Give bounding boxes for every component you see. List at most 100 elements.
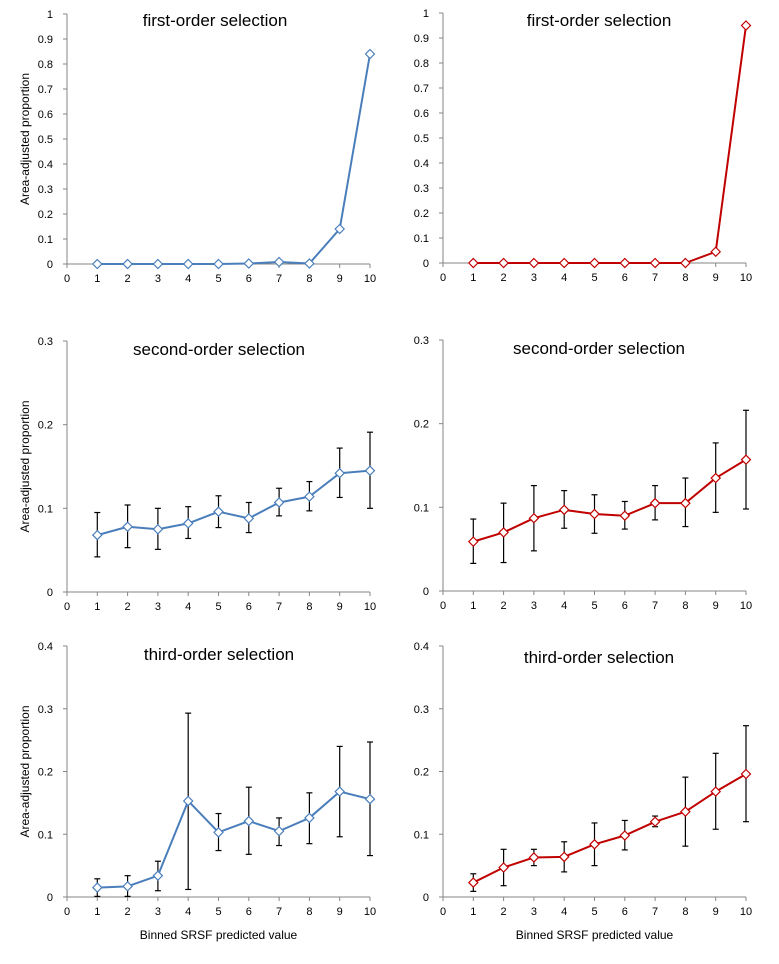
y-axis-title: Area-adjusted proportion xyxy=(18,400,32,532)
y-tick-label: 0.4 xyxy=(38,641,53,653)
chart-title: first-order selection xyxy=(527,11,672,30)
x-tick-label: 0 xyxy=(64,601,70,613)
y-tick-label: 0.5 xyxy=(38,134,53,146)
data-point-marker xyxy=(91,258,103,270)
data-point-marker xyxy=(304,812,315,824)
data-point-marker xyxy=(498,527,509,538)
y-tick-label: 0 xyxy=(47,259,53,271)
data-point-marker xyxy=(273,497,285,508)
data-point-marker xyxy=(649,816,661,828)
x-tick-label: 3 xyxy=(531,272,537,284)
y-tick-label: 0.1 xyxy=(38,829,53,841)
data-point-marker xyxy=(273,825,285,837)
x-tick-label: 4 xyxy=(185,906,191,918)
x-tick-label: 6 xyxy=(246,906,252,918)
y-tick-label: 0.3 xyxy=(38,184,53,196)
data-point-marker xyxy=(182,518,194,529)
data-point-marker xyxy=(740,20,752,31)
x-tick-label: 9 xyxy=(713,272,719,284)
x-tick-label: 8 xyxy=(306,601,312,613)
x-tick-label: 6 xyxy=(622,272,628,284)
y-tick-label: 0.8 xyxy=(38,59,53,71)
data-point-marker xyxy=(243,258,255,269)
data-point-marker xyxy=(91,529,103,541)
data-point-marker xyxy=(152,258,164,270)
x-tick-label: 5 xyxy=(591,600,597,612)
x-tick-label: 1 xyxy=(470,906,476,918)
y-tick-label: 0.3 xyxy=(414,335,429,347)
y-tick-label: 0.9 xyxy=(414,33,429,45)
data-point-marker xyxy=(740,768,752,780)
x-tick-label: 4 xyxy=(561,600,567,612)
x-tick-label: 3 xyxy=(155,601,161,613)
data-point-marker xyxy=(528,852,540,863)
x-tick-label: 1 xyxy=(470,272,476,284)
data-point-marker xyxy=(649,497,661,509)
data-point-marker xyxy=(528,512,540,524)
y-tick-label: 0.7 xyxy=(38,84,53,96)
y-tick-label: 0.1 xyxy=(414,829,429,841)
x-tick-label: 9 xyxy=(337,906,343,918)
series-line xyxy=(472,773,747,884)
y-tick-label: 0.1 xyxy=(38,503,53,515)
y-tick-label: 0.3 xyxy=(38,336,53,348)
y-tick-label: 0.7 xyxy=(414,83,429,95)
data-point-marker xyxy=(304,491,315,502)
data-point-marker xyxy=(334,223,346,235)
chart-title: second-order selection xyxy=(513,339,685,358)
data-point-marker xyxy=(680,497,691,509)
x-tick-label: 1 xyxy=(470,600,476,612)
data-point-marker xyxy=(710,786,722,797)
x-tick-label: 10 xyxy=(364,273,376,285)
y-tick-label: 0.1 xyxy=(414,233,429,245)
data-point-marker xyxy=(152,523,164,535)
x-tick-label: 5 xyxy=(215,601,221,613)
y-tick-label: 0.4 xyxy=(414,641,429,653)
data-point-marker xyxy=(558,257,570,269)
x-tick-label: 8 xyxy=(682,600,688,612)
x-tick-label: 3 xyxy=(155,273,161,285)
chart-title: second-order selection xyxy=(133,340,305,359)
data-point-marker xyxy=(152,870,164,882)
x-tick-label: 6 xyxy=(622,906,628,918)
chart-panel-third-order-red: 0 0.1 0.2 0.3 0.4 0 1 2 3 4 5 6 7 8 9 10 third-order sel… xyxy=(414,641,752,942)
x-tick-label: 7 xyxy=(652,906,658,918)
x-tick-label: 9 xyxy=(337,273,343,285)
x-tick-label: 9 xyxy=(713,600,719,612)
x-tick-label: 8 xyxy=(306,273,312,285)
y-tick-label: 0 xyxy=(47,892,53,904)
y-tick-label: 0.5 xyxy=(414,133,429,145)
y-axis-title: Area-adjusted proportion xyxy=(18,73,32,205)
data-point-marker xyxy=(558,851,570,863)
data-point-marker xyxy=(334,467,346,479)
data-point-marker xyxy=(182,258,194,270)
x-tick-label: 7 xyxy=(652,272,658,284)
data-point-marker xyxy=(680,806,691,818)
data-point-marker xyxy=(213,827,224,838)
x-tick-label: 10 xyxy=(364,906,376,918)
y-axis-title: Area-adjusted proportion xyxy=(18,705,32,837)
data-point-marker xyxy=(498,862,509,873)
y-tick-label: 0.3 xyxy=(414,704,429,716)
y-tick-label: 0.2 xyxy=(38,767,53,779)
data-point-marker xyxy=(213,506,224,518)
y-tick-label: 0.9 xyxy=(38,34,53,46)
x-axis-title: Binned SRSF predicted value xyxy=(516,928,674,942)
data-point-marker xyxy=(122,521,133,533)
y-tick-label: 0.1 xyxy=(414,502,429,514)
data-point-marker xyxy=(589,257,600,269)
x-tick-label: 1 xyxy=(94,906,100,918)
data-point-marker xyxy=(619,257,631,269)
data-point-marker xyxy=(467,257,479,269)
x-tick-label: 5 xyxy=(215,273,221,285)
chart-title: third-order selection xyxy=(144,645,294,664)
data-point-marker xyxy=(498,257,509,269)
x-tick-label: 0 xyxy=(440,906,446,918)
x-tick-label: 3 xyxy=(155,906,161,918)
x-tick-label: 4 xyxy=(561,272,567,284)
y-tick-label: 0.6 xyxy=(38,109,53,121)
series-line xyxy=(97,469,371,537)
series-line xyxy=(97,790,371,889)
x-tick-label: 7 xyxy=(276,906,282,918)
